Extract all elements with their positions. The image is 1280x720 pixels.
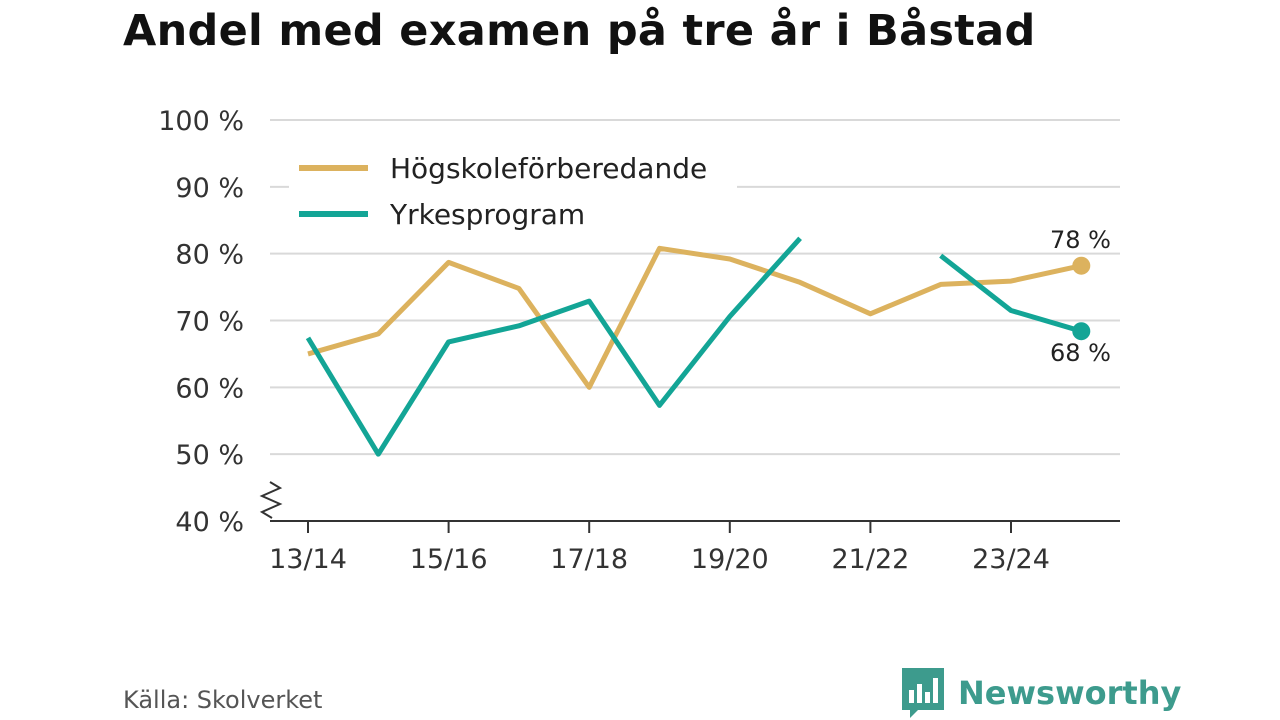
- axes: 40 % 50 % 60 % 70 % 80 % 90 % 100 % 13/14 15/16 1…: [158, 106, 1120, 575]
- brand-logo: Newsworthy: [902, 668, 1181, 718]
- end-label-yrkes: 68 %: [1050, 339, 1111, 367]
- x-tick-label: 21/22: [831, 544, 909, 575]
- chart-title: Andel med examen på tre år i Båstad: [123, 6, 1036, 56]
- y-tick-label: 60 %: [175, 373, 244, 404]
- y-tick-label: 90 %: [175, 173, 244, 204]
- legend-label-hogskole: Högskoleförberedande: [390, 152, 707, 185]
- end-label-hogskole: 78 %: [1050, 226, 1111, 254]
- legend: Högskoleförberedande Yrkesprogram: [289, 148, 737, 232]
- series-line-yrkes: [939, 253, 1083, 334]
- y-tick-label: 70 %: [175, 307, 244, 338]
- x-tick-label: 17/18: [550, 544, 628, 575]
- x-tick-label: 13/14: [269, 544, 347, 575]
- series-line-hogskole: [307, 245, 1082, 390]
- y-tick-label: 100 %: [158, 106, 244, 137]
- end-point-hogskole: [1072, 256, 1091, 275]
- y-tick-label: 40 %: [175, 507, 244, 538]
- end-point-yrkes: [1072, 322, 1091, 341]
- y-tick-label: 80 %: [175, 240, 244, 271]
- source-note: Källa: Skolverket: [123, 686, 323, 714]
- series-line-yrkes: [305, 236, 802, 457]
- legend-label-yrkes: Yrkesprogram: [389, 198, 585, 231]
- series: [305, 236, 1091, 457]
- x-tick-label: 15/16: [410, 544, 488, 575]
- brand-name: Newsworthy: [958, 674, 1182, 712]
- x-tick-label: 23/24: [972, 544, 1050, 575]
- legend-background: [289, 148, 737, 232]
- newsworthy-logo-icon: [902, 668, 944, 718]
- axis-break-icon: [259, 481, 283, 519]
- x-tick-label: 19/20: [691, 544, 769, 575]
- y-tick-label: 50 %: [175, 440, 244, 471]
